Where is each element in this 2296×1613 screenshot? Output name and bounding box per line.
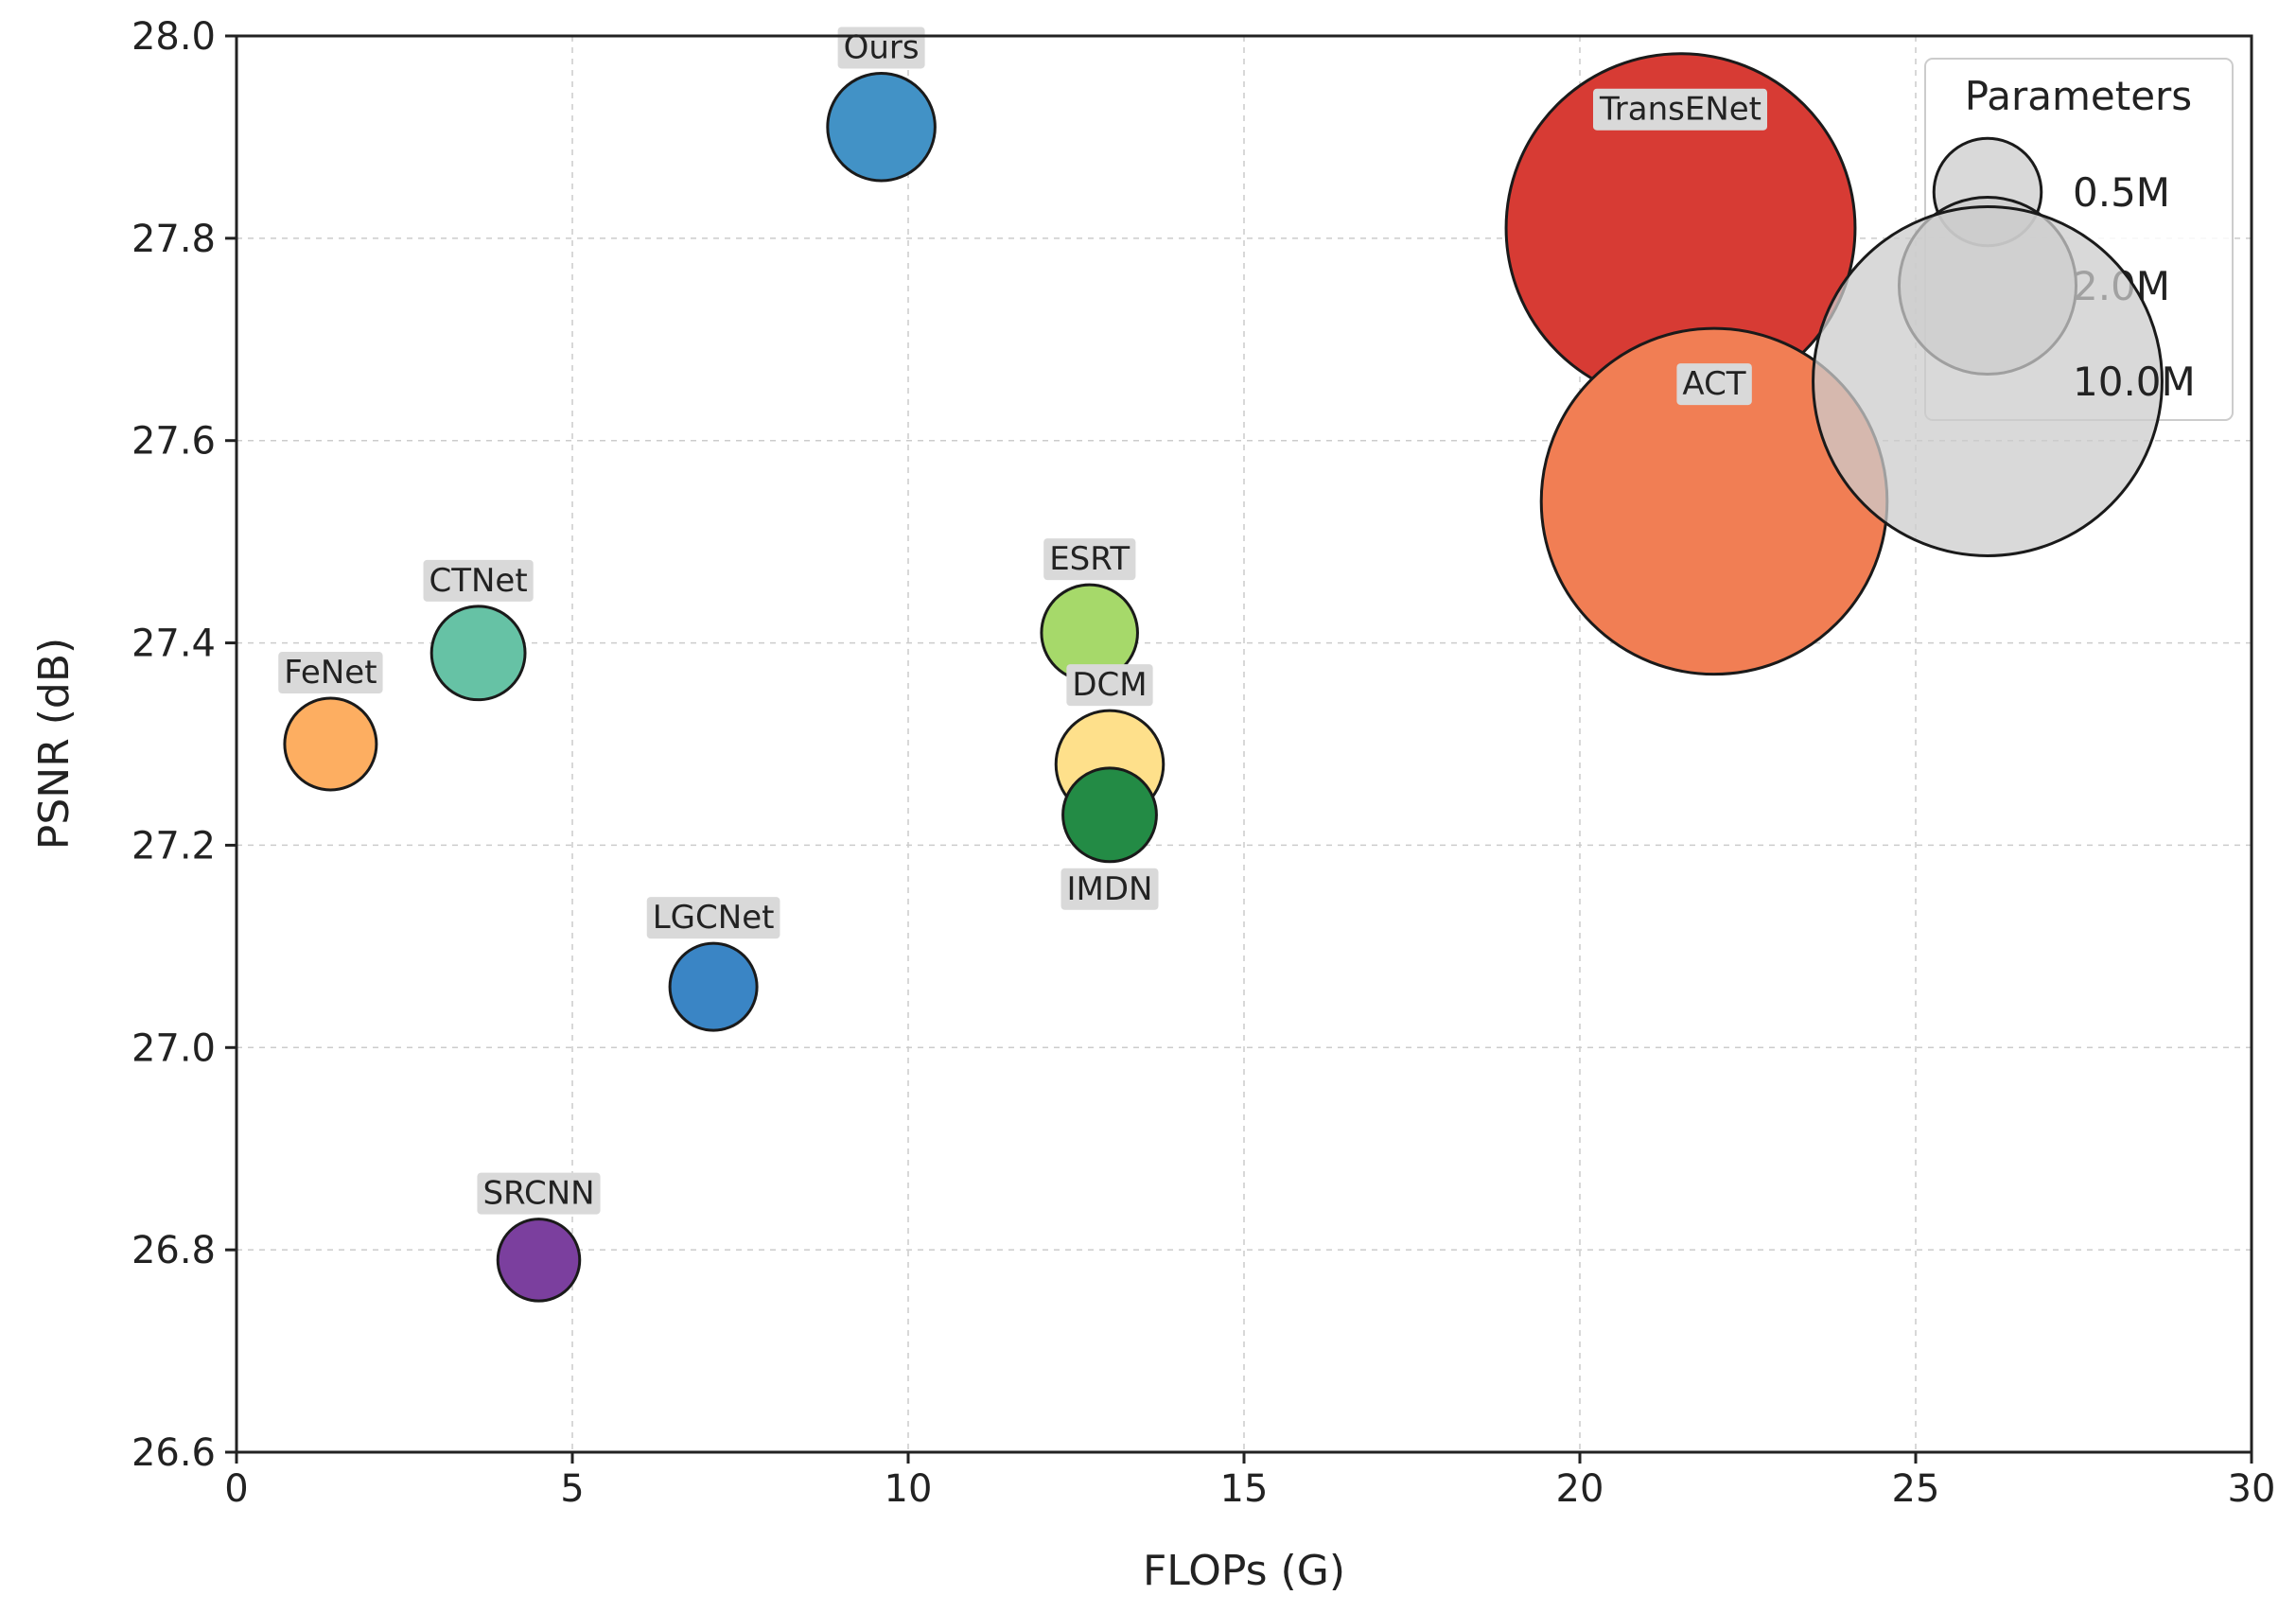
x-tick-label: 30: [2228, 1467, 2276, 1511]
label-background: [1060, 868, 1159, 910]
label-fenet: FeNet: [278, 652, 383, 694]
bubble-srcnn: [496, 1218, 582, 1303]
label-background: [477, 1172, 601, 1215]
bubble-ctnet: [429, 605, 527, 702]
label-text: ACT: [1682, 365, 1745, 403]
y-tick-label: 27.0: [131, 1026, 216, 1070]
x-tick-label: 20: [1556, 1467, 1604, 1511]
y-tick-label: 27.6: [131, 420, 216, 464]
label-text: ESRT: [1049, 540, 1130, 578]
label-background: [1592, 88, 1768, 131]
label-background: [1676, 363, 1752, 406]
label-esrt: ESRT: [1043, 538, 1136, 581]
label-dcm: DCM: [1066, 664, 1153, 707]
y-tick-label: 26.8: [131, 1229, 216, 1272]
label-act: ACT: [1676, 363, 1752, 406]
label-background: [1066, 664, 1153, 707]
bubble-ours: [826, 71, 937, 183]
label-transenet: TransENet: [1592, 88, 1768, 131]
label-text: LGCNet: [653, 899, 775, 937]
x-tick-label: 0: [224, 1467, 248, 1511]
label-background: [278, 652, 383, 694]
bubble-fenet: [283, 696, 378, 792]
label-text: SRCNN: [482, 1175, 594, 1213]
y-tick-label: 27.4: [131, 622, 216, 666]
y-axis-label: PSNR (dB): [30, 638, 79, 850]
label-background: [423, 559, 534, 602]
legend-entry-label: 0.5M: [2073, 169, 2170, 216]
x-tick-label: 5: [560, 1467, 584, 1511]
x-tick-label: 25: [1892, 1467, 1940, 1511]
point-labels: Ours TransENet ACT ESRT CTNet FeNet IMDN DCM LGC…: [278, 26, 1768, 1215]
axis-ticks: 0 5 10 15 20 25 30 26.6 26.8 27.0 27.2 27.4 27.6 27.8…: [131, 15, 2276, 1511]
legend-entry-label: 10.0M: [2073, 359, 2196, 405]
legend-title: Parameters: [1965, 73, 2192, 119]
label-text: DCM: [1072, 666, 1147, 704]
label-srcnn: SRCNN: [477, 1172, 601, 1215]
x-tick-label: 15: [1220, 1467, 1269, 1511]
bubble-imdn: [1061, 766, 1158, 864]
label-text: FeNet: [284, 654, 377, 692]
legend-bubble: [1812, 205, 2164, 557]
y-tick-label: 27.2: [131, 824, 216, 868]
bubbles: [283, 52, 1889, 1303]
label-lgcnet: LGCNet: [646, 897, 780, 939]
y-tick-label: 27.8: [131, 218, 216, 261]
label-text: CTNet: [429, 562, 527, 600]
label-ours: Ours: [837, 26, 925, 69]
label-text: TransENet: [1599, 91, 1761, 129]
label-background: [1043, 538, 1136, 581]
x-tick-label: 10: [885, 1467, 933, 1511]
y-tick-label: 28.0: [131, 15, 216, 59]
label-text: IMDN: [1067, 870, 1153, 908]
label-text: Ours: [844, 28, 920, 66]
x-axis-label: FLOPs (G): [1143, 1547, 1345, 1595]
grid: [237, 36, 2252, 1452]
y-tick-label: 26.6: [131, 1431, 216, 1475]
label-ctnet: CTNet: [423, 559, 534, 602]
label-imdn: IMDN: [1060, 868, 1159, 910]
label-background: [646, 897, 780, 939]
bubble-lgcnet: [668, 941, 759, 1032]
